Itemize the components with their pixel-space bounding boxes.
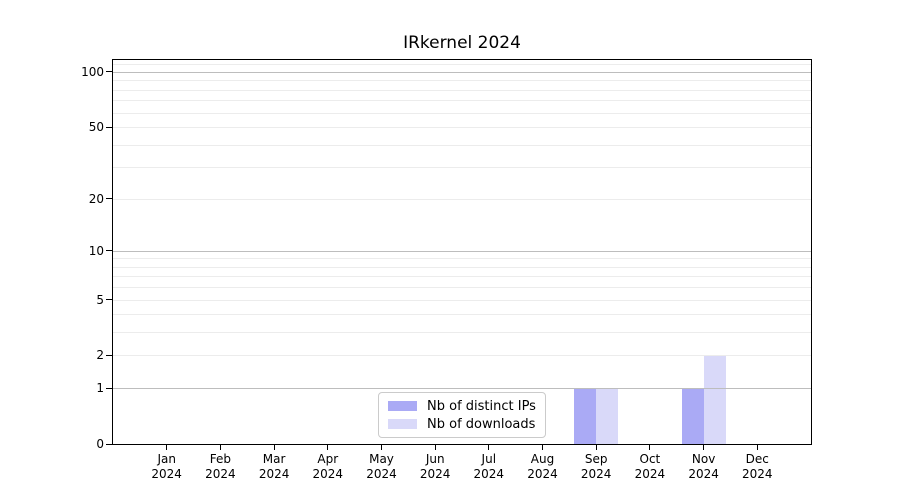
x-tick-mark [381, 445, 382, 450]
x-tick-mark [595, 445, 597, 450]
y-tick-mark [106, 354, 112, 356]
legend-swatch [388, 419, 417, 429]
y-tick-label: 0 [96, 437, 104, 451]
y-tick-label: 100 [81, 64, 104, 79]
legend-label: Nb of downloads [427, 416, 536, 432]
legend-row: Nb of downloads [388, 415, 536, 433]
chart-title: IRkernel 2024 [403, 33, 521, 53]
x-tick-mark [542, 445, 543, 450]
legend-label: Nb of distinct IPs [427, 398, 536, 414]
x-tick-mark [434, 445, 436, 450]
bar-sep-s1 [596, 388, 619, 444]
bars-layer [113, 60, 811, 444]
y-tick-mark [106, 198, 112, 199]
x-tick-mark [166, 445, 168, 450]
legend: Nb of distinct IPs Nb of downloads [378, 392, 546, 438]
x-tick-label: Oct 2024 [634, 452, 666, 481]
y-tick-mark [106, 250, 112, 252]
y-tick-label: 2 [96, 348, 104, 363]
x-tick-mark [273, 445, 275, 450]
y-tick-label: 10 [88, 243, 104, 258]
x-tick-mark [756, 445, 758, 450]
x-tick-mark [703, 445, 705, 450]
bar-nov-s1 [703, 355, 726, 444]
x-tick-mark [649, 445, 651, 450]
y-tick-label: 5 [96, 292, 104, 307]
x-tick-label: Aug 2024 [527, 452, 558, 481]
legend-row: Nb of distinct IPs [388, 397, 536, 415]
y-tick-label: 1 [96, 381, 104, 396]
plot-area [112, 59, 812, 445]
x-tick-label: May 2024 [366, 452, 397, 481]
x-tick-label: Feb 2024 [205, 452, 236, 481]
bar-sep-s0 [574, 388, 597, 444]
x-tick-label: Jun 2024 [419, 452, 451, 481]
x-tick-label: Dec 2024 [742, 452, 773, 481]
x-tick-label: Mar 2024 [258, 452, 290, 481]
y-tick-mark [106, 71, 112, 73]
y-tick-mark [106, 126, 112, 128]
bar-nov-s0 [681, 388, 704, 444]
y-tick-label: 50 [88, 120, 104, 134]
x-tick-label: Nov 2024 [688, 452, 719, 481]
y-tick-label: 20 [88, 191, 104, 206]
x-tick-mark [219, 445, 221, 450]
x-tick-label: Apr 2024 [312, 452, 344, 481]
x-tick-label: Jan 2024 [151, 452, 182, 481]
y-tick-mark [106, 443, 112, 445]
y-tick-mark [106, 299, 112, 300]
y-tick-mark [106, 387, 112, 389]
legend-swatch [388, 401, 417, 411]
x-tick-mark [327, 445, 329, 450]
x-tick-label: Jul 2024 [473, 452, 505, 481]
x-tick-label: Sep 2024 [580, 452, 612, 481]
x-tick-mark [488, 445, 490, 450]
